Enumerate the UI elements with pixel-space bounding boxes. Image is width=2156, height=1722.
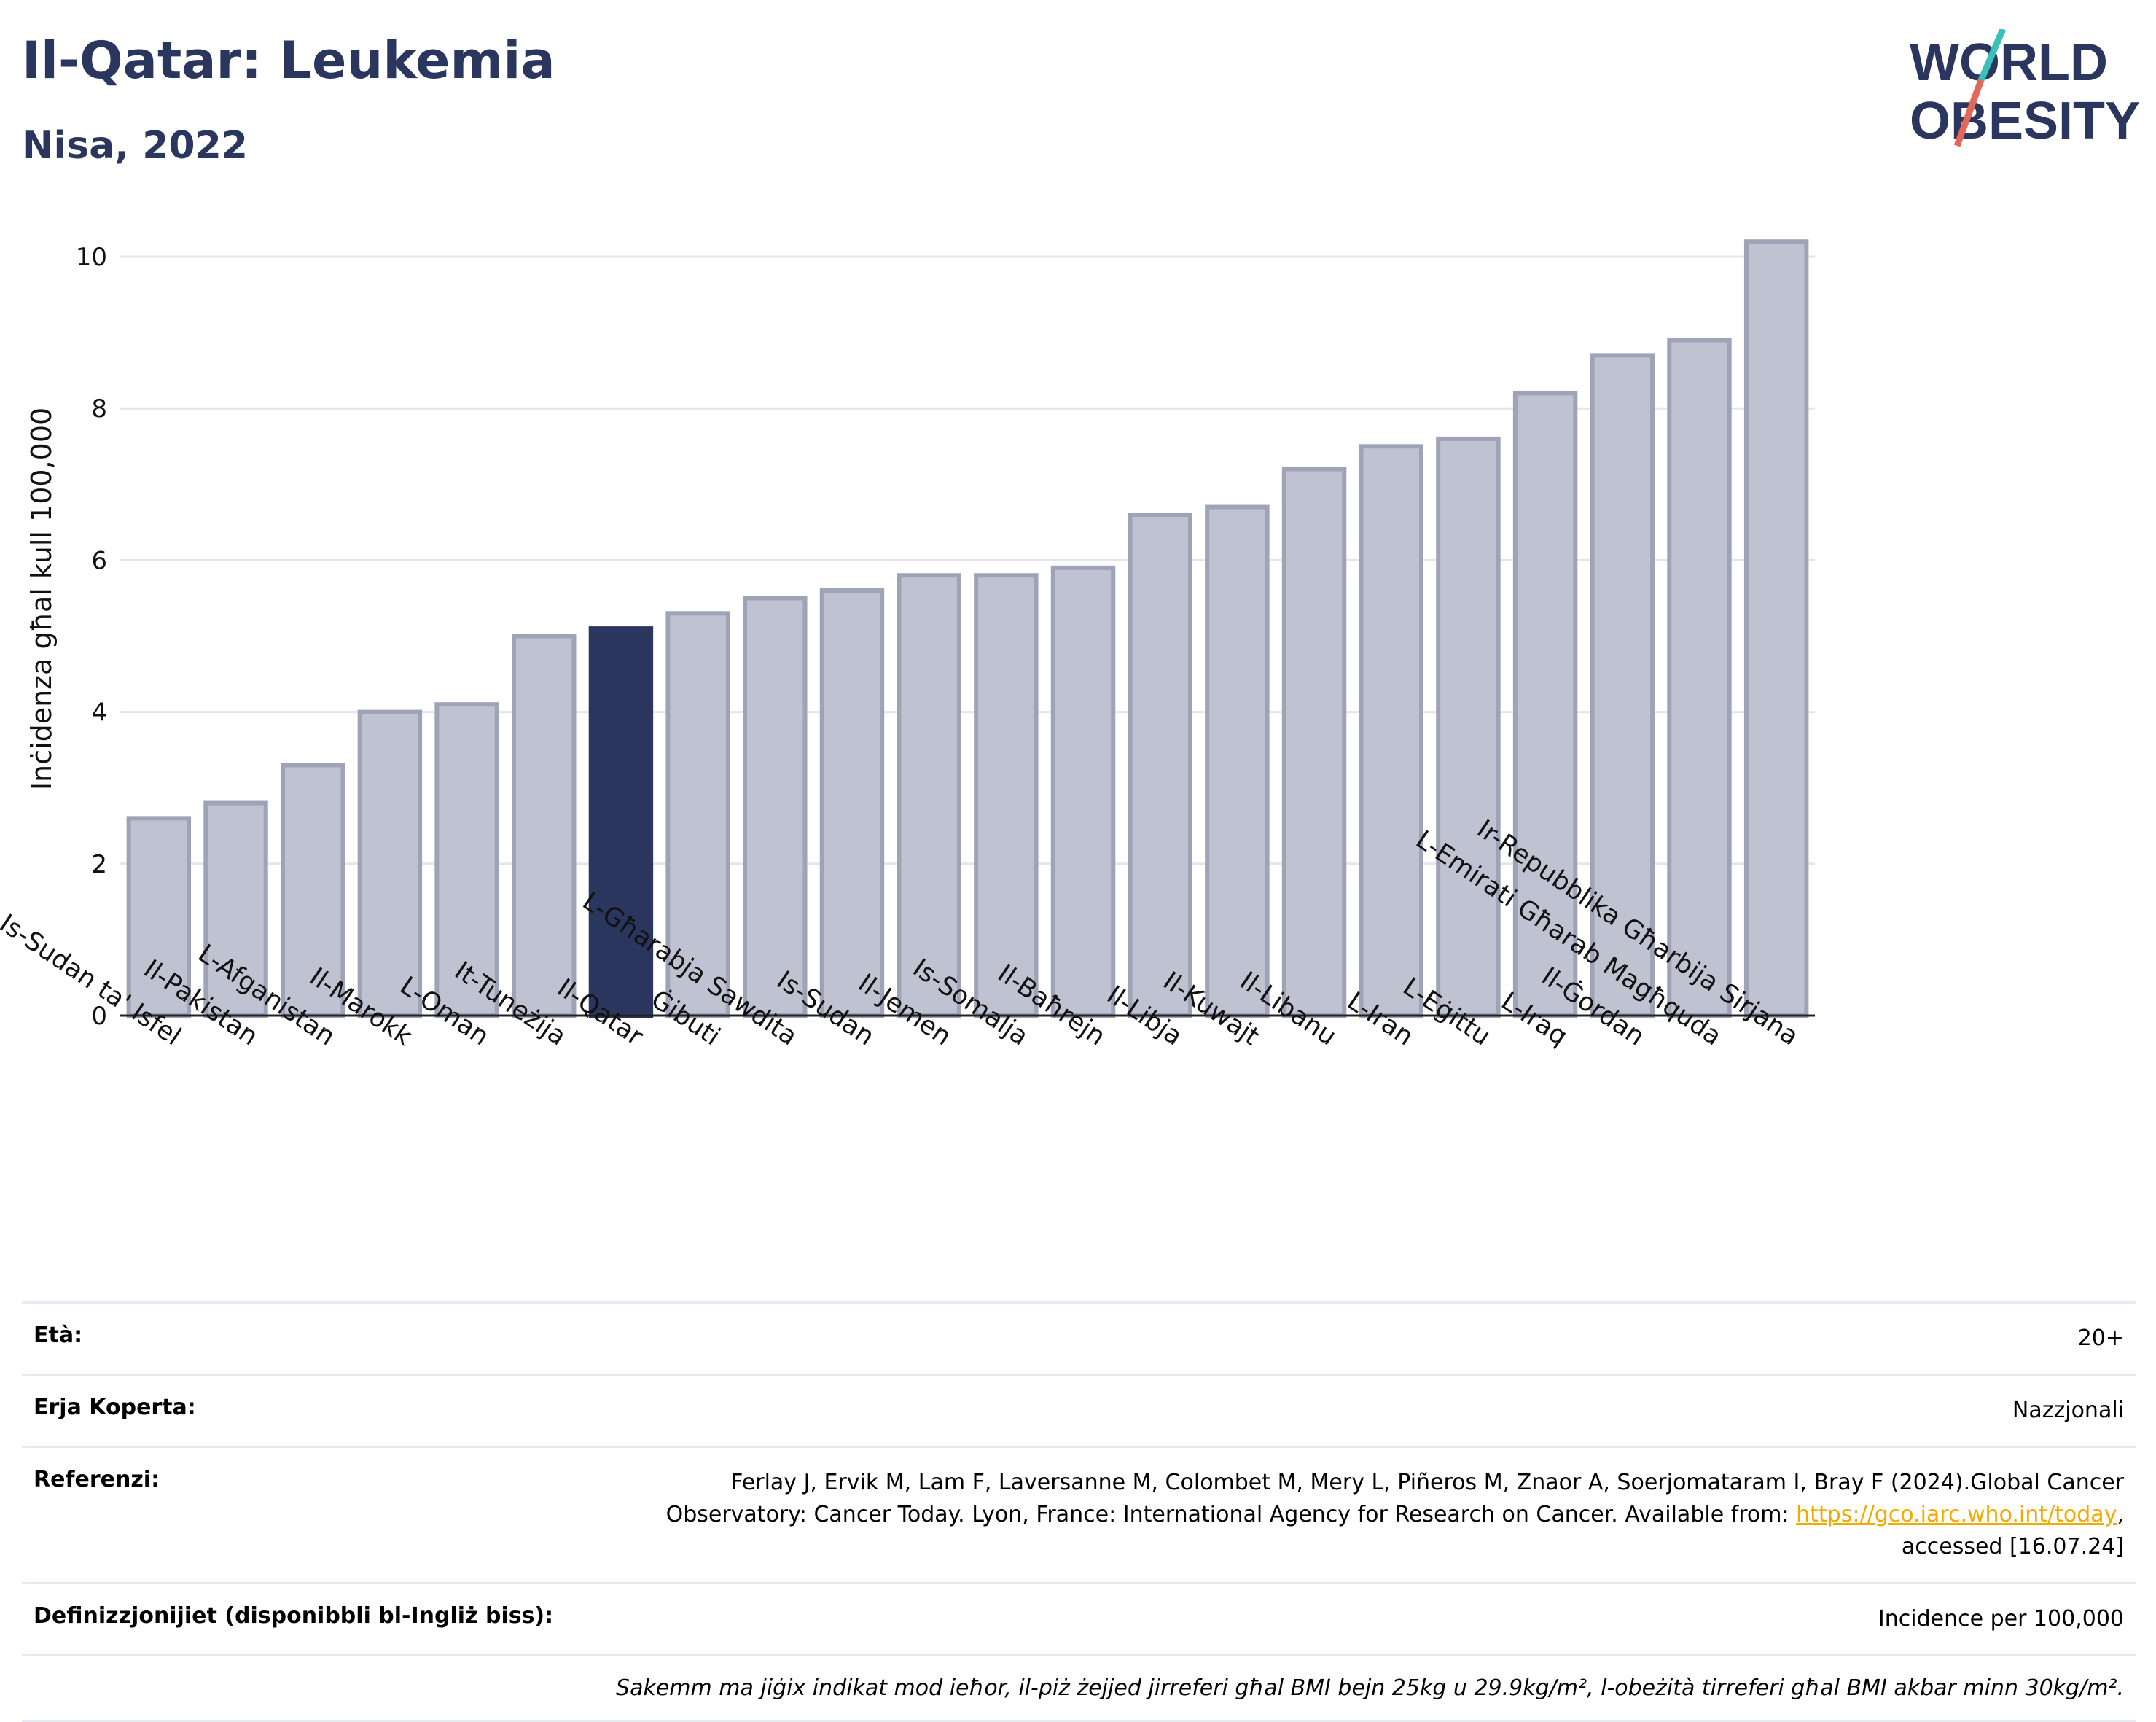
logo-slash-bottom bbox=[1953, 79, 1985, 147]
bar bbox=[1050, 565, 1116, 1018]
meta-row-age: Età: 20+ bbox=[22, 1301, 2136, 1374]
bar bbox=[665, 611, 730, 1018]
bar bbox=[974, 573, 1039, 1018]
age-label: Età: bbox=[34, 1322, 83, 1348]
logo-word-world: WORLD bbox=[1910, 34, 2108, 92]
logo-word-obesity: OBESITY bbox=[1910, 92, 2140, 150]
bar bbox=[357, 709, 423, 1018]
bar bbox=[1436, 436, 1501, 1018]
coverage-label: Erja Koperta: bbox=[34, 1395, 196, 1420]
bar bbox=[280, 763, 345, 1018]
bar bbox=[897, 573, 961, 1018]
bars bbox=[126, 239, 1809, 1018]
bar bbox=[434, 702, 499, 1018]
y-axis-label: Inċidenza għal kull 100,000 bbox=[26, 408, 58, 790]
references-label: Referenzi: bbox=[34, 1467, 160, 1492]
y-tick-label: 2 bbox=[91, 850, 107, 879]
bar bbox=[1590, 353, 1655, 1018]
references-line-3: accessed [16.07.24] bbox=[1901, 1534, 2124, 1559]
bar bbox=[1743, 239, 1809, 1018]
bar bbox=[1667, 338, 1732, 1018]
meta-row-references: Referenzi: Ferlay J, Ervik M, Lam F, Lav… bbox=[22, 1446, 2136, 1582]
bar bbox=[743, 596, 808, 1018]
y-tick-label: 6 bbox=[91, 546, 107, 575]
bar bbox=[588, 626, 654, 1018]
references-line-2b: , bbox=[2117, 1502, 2124, 1527]
meta-row-note: Sakemm ma jiġix indikat mod ieħor, il-pi… bbox=[22, 1654, 2136, 1722]
references-line-1: Ferlay J, Ervik M, Lam F, Laversanne M, … bbox=[730, 1470, 2124, 1495]
definitions-value: Incidence per 100,000 bbox=[1878, 1606, 2124, 1632]
bar bbox=[1205, 504, 1270, 1018]
references-link[interactable]: https://gco.iarc.who.int/today bbox=[1796, 1502, 2117, 1527]
bar bbox=[203, 800, 268, 1018]
world-obesity-logo: WORLD OBESITY bbox=[1910, 29, 2140, 150]
references-value: Ferlay J, Ervik M, Lam F, Laversanne M, … bbox=[666, 1467, 2124, 1563]
y-tick-label: 0 bbox=[91, 1002, 107, 1031]
definitions-label: Definizzjonijiet (disponibbli bl-Ingliż … bbox=[34, 1603, 554, 1629]
coverage-value: Nazzjonali bbox=[2012, 1398, 2124, 1423]
bar bbox=[1128, 512, 1192, 1018]
bar bbox=[819, 588, 885, 1018]
age-value: 20+ bbox=[2077, 1325, 2124, 1351]
logo-slash-top bbox=[1977, 29, 2007, 82]
bar bbox=[512, 634, 577, 1018]
references-line-2a: Observatory: Cancer Today. Lyon, France:… bbox=[665, 1502, 1797, 1527]
page-subtitle: Nisa, 2022 bbox=[22, 124, 248, 168]
meta-row-definitions: Definizzjonijiet (disponibbli bl-Ingliż … bbox=[22, 1582, 2136, 1654]
y-tick-label: 8 bbox=[91, 394, 107, 424]
bar bbox=[1281, 467, 1347, 1018]
page-title: Il-Qatar: Leukemia bbox=[22, 31, 555, 90]
metadata-table: Età: 20+ Erja Koperta: Nazzjonali Refere… bbox=[22, 1301, 2136, 1722]
y-tick-label: 10 bbox=[76, 243, 107, 272]
footnote: Sakemm ma jiġix indikat mod ieħor, il-pi… bbox=[616, 1675, 2124, 1701]
meta-row-coverage: Erja Koperta: Nazzjonali bbox=[22, 1374, 2136, 1446]
y-tick-label: 4 bbox=[91, 698, 107, 728]
y-ticks: 0 2 4 6 8 10 bbox=[76, 243, 107, 1031]
bar bbox=[1359, 444, 1423, 1018]
